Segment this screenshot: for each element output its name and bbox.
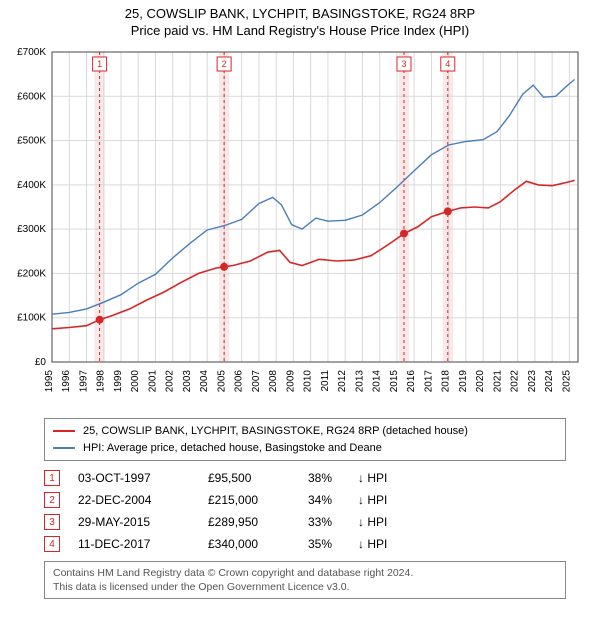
tx-date: 29-MAY-2015 xyxy=(78,515,208,529)
x-tick-label: 2024 xyxy=(544,370,555,393)
tx-price: £95,500 xyxy=(208,471,308,485)
tx-price: £289,950 xyxy=(208,515,308,529)
footer-line1: Contains HM Land Registry data © Crown c… xyxy=(53,566,557,580)
tx-marker: 3 xyxy=(44,514,60,530)
x-tick-label: 2023 xyxy=(527,370,538,393)
x-tick-label: 2021 xyxy=(492,370,503,393)
legend-item: 25, COWSLIP BANK, LYCHPIT, BASINGSTOKE, … xyxy=(53,423,557,440)
transaction-row: 3 29-MAY-2015£289,95033%↓ HPI xyxy=(44,511,566,533)
x-tick-label: 2008 xyxy=(268,370,279,393)
tx-marker: 4 xyxy=(44,536,60,552)
marker-label: 2 xyxy=(222,59,227,69)
x-tick-label: 2025 xyxy=(561,370,572,393)
tx-date: 11-DEC-2017 xyxy=(78,537,208,551)
y-tick-label: £700K xyxy=(17,47,46,58)
tx-pct: 38% xyxy=(308,471,358,485)
x-tick-label: 2006 xyxy=(234,370,245,393)
x-tick-label: 2011 xyxy=(320,370,331,392)
x-tick-label: 2002 xyxy=(165,370,176,393)
transaction-row: 1 03-OCT-1997£95,50038%↓ HPI xyxy=(44,467,566,489)
x-tick-label: 2022 xyxy=(510,370,521,393)
transactions-table: 103-OCT-1997£95,50038%↓ HPI222-DEC-2004£… xyxy=(44,467,566,555)
y-tick-label: £0 xyxy=(35,357,47,368)
y-tick-label: £400K xyxy=(17,180,46,191)
tx-pct: 34% xyxy=(308,493,358,507)
transaction-row: 2 22-DEC-2004£215,00034%↓ HPI xyxy=(44,489,566,511)
y-tick-label: £100K xyxy=(17,313,46,324)
title-subtitle: Price paid vs. HM Land Registry's House … xyxy=(6,23,594,38)
tx-date: 22-DEC-2004 xyxy=(78,493,208,507)
x-tick-label: 2016 xyxy=(406,370,417,393)
legend-swatch xyxy=(53,430,75,432)
x-tick-label: 2000 xyxy=(130,370,141,393)
x-tick-label: 1995 xyxy=(44,370,55,393)
tx-date: 03-OCT-1997 xyxy=(78,471,208,485)
tx-pct: 33% xyxy=(308,515,358,529)
tx-direction: ↓ HPI xyxy=(358,471,418,485)
sale-point xyxy=(96,316,104,324)
y-tick-label: £500K xyxy=(17,136,46,147)
x-tick-label: 2003 xyxy=(182,370,193,393)
x-tick-label: 2013 xyxy=(354,370,365,393)
y-tick-label: £600K xyxy=(17,91,46,102)
y-tick-label: £300K xyxy=(17,224,46,235)
tx-marker: 1 xyxy=(44,470,60,486)
x-tick-label: 2004 xyxy=(199,370,210,393)
title-address: 25, COWSLIP BANK, LYCHPIT, BASINGSTOKE, … xyxy=(6,6,594,21)
attribution-footer: Contains HM Land Registry data © Crown c… xyxy=(44,561,566,599)
sale-point xyxy=(444,207,452,215)
x-tick-label: 2001 xyxy=(147,370,158,393)
x-tick-label: 2005 xyxy=(216,370,227,393)
marker-label: 1 xyxy=(97,59,102,69)
price-chart: £0 £100K £200K £300K £400K £500K £600K £700K 199… xyxy=(6,42,594,412)
legend-label: 25, COWSLIP BANK, LYCHPIT, BASINGSTOKE, … xyxy=(83,423,468,440)
sale-point xyxy=(400,230,408,238)
x-tick-label: 1996 xyxy=(61,370,72,393)
marker-label: 3 xyxy=(401,59,406,69)
sale-point xyxy=(220,263,228,271)
x-tick-label: 2020 xyxy=(475,370,486,393)
x-tick-label: 1997 xyxy=(78,370,89,393)
legend-item: HPI: Average price, detached house, Basi… xyxy=(53,440,557,457)
x-tick-label: 2007 xyxy=(251,370,262,393)
x-tick-label: 2018 xyxy=(441,370,452,393)
marker-label: 4 xyxy=(445,59,450,69)
y-tick-label: £200K xyxy=(17,268,46,279)
x-tick-label: 2010 xyxy=(303,370,314,393)
transaction-row: 4 11-DEC-2017£340,00035%↓ HPI xyxy=(44,533,566,555)
x-tick-label: 2015 xyxy=(389,370,400,393)
x-tick-label: 2014 xyxy=(372,370,383,393)
x-tick-label: 2019 xyxy=(458,370,469,393)
tx-price: £340,000 xyxy=(208,537,308,551)
x-tick-label: 2017 xyxy=(423,370,434,393)
x-tick-label: 1998 xyxy=(96,370,107,393)
chart-title-block: 25, COWSLIP BANK, LYCHPIT, BASINGSTOKE, … xyxy=(6,6,594,38)
x-tick-label: 2009 xyxy=(285,370,296,393)
tx-marker: 2 xyxy=(44,492,60,508)
tx-direction: ↓ HPI xyxy=(358,537,418,551)
legend-swatch xyxy=(53,447,75,449)
x-tick-label: 2012 xyxy=(337,370,348,393)
footer-line2: This data is licensed under the Open Gov… xyxy=(53,580,557,594)
legend-label: HPI: Average price, detached house, Basi… xyxy=(83,440,382,457)
x-tick-label: 1999 xyxy=(113,370,124,393)
tx-pct: 35% xyxy=(308,537,358,551)
tx-direction: ↓ HPI xyxy=(358,493,418,507)
tx-direction: ↓ HPI xyxy=(358,515,418,529)
legend: 25, COWSLIP BANK, LYCHPIT, BASINGSTOKE, … xyxy=(44,418,566,461)
tx-price: £215,000 xyxy=(208,493,308,507)
